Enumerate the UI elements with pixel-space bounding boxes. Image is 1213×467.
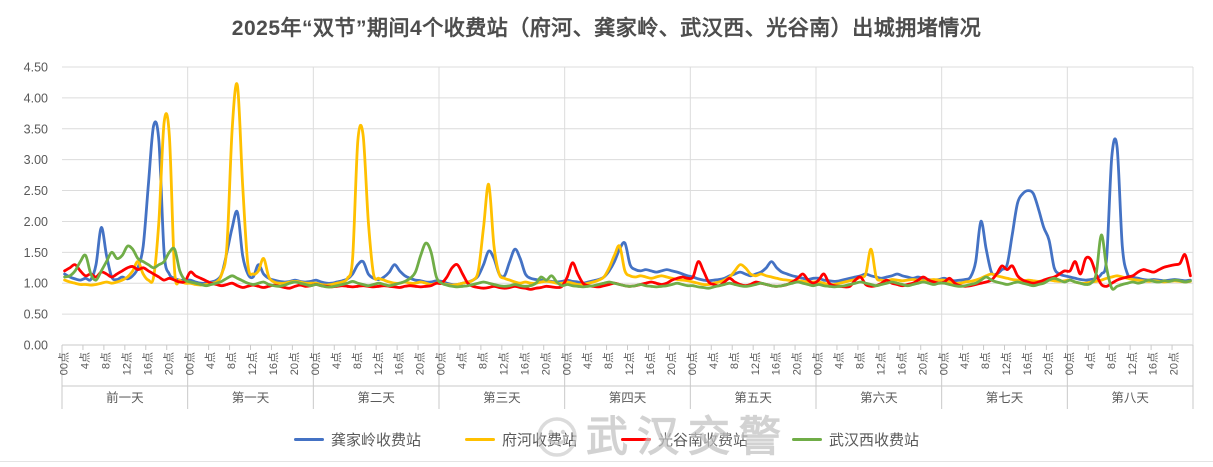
hour-tick-label: 8点	[351, 352, 364, 369]
hour-tick-label: 20点	[1168, 352, 1181, 375]
hour-tick-label: 4点	[707, 352, 720, 369]
day-group-label: 前一天	[106, 390, 144, 405]
hour-tick-label: 20点	[916, 352, 929, 375]
hour-tick-label: 00点	[560, 352, 573, 375]
series-line-武汉西收费站	[63, 233, 1192, 291]
hour-tick-label: 8点	[100, 352, 113, 369]
chart-title: 2025年“双节”期间4个收费站（府河、龚家岭、武汉西、光谷南）出城拥堵情况	[231, 17, 982, 40]
hour-tick-label: 8点	[979, 352, 992, 369]
hour-tick-label: 20点	[1042, 352, 1055, 375]
hour-tick-label: 16点	[518, 352, 531, 375]
legend-line-swatch	[792, 437, 823, 442]
y-axis-tick-label: 4.00	[24, 91, 48, 105]
hour-tick-label: 8点	[225, 352, 238, 369]
series-lines	[63, 82, 1192, 291]
hour-tick-label: 16点	[1021, 352, 1034, 375]
bottom-divider	[0, 461, 1213, 462]
hour-tick-label: 4点	[1084, 352, 1097, 369]
hour-tick-label: 00点	[435, 352, 448, 375]
hour-tick-label: 00点	[937, 352, 950, 375]
legend-line-swatch	[464, 437, 495, 442]
y-axis-tick-label: 3.50	[24, 122, 48, 136]
legend-label: 府河收费站	[501, 432, 577, 449]
day-group-label: 第五天	[734, 391, 772, 405]
series-line-龚家岭收费站	[63, 120, 1192, 287]
day-group-label: 第三天	[483, 391, 521, 405]
hour-tick-label: 00点	[812, 352, 825, 375]
hour-tick-label: 8点	[854, 352, 867, 369]
hour-tick-label: 12点	[749, 352, 762, 375]
hour-tick-label: 8点	[728, 352, 741, 369]
legend-item: 光谷南收费站	[621, 429, 748, 450]
hour-tick-label: 20点	[539, 352, 552, 375]
hour-tick-label: 12点	[372, 352, 385, 375]
hour-tick-label: 12点	[120, 352, 133, 375]
hour-tick-label: 00点	[309, 352, 322, 375]
y-axis-tick-label: 0.00	[24, 339, 48, 353]
hour-tick-label: 16点	[1147, 352, 1160, 375]
chart-legend: 龚家岭收费站 府河收费站 光谷南收费站 武汉西收费站	[0, 429, 1213, 450]
day-group-label: 第二天	[357, 391, 395, 405]
day-group-label: 第七天	[986, 391, 1024, 405]
hour-tick-label: 12点	[497, 352, 510, 375]
y-axis-tick-label: 1.00	[24, 277, 48, 291]
hour-tick-label: 16点	[393, 352, 406, 375]
hour-tick-label: 00点	[1063, 352, 1076, 375]
hour-tick-label: 8点	[602, 352, 615, 369]
hour-tick-label: 4点	[456, 352, 469, 369]
hour-tick-label: 8点	[1105, 352, 1118, 369]
hour-tick-label: 4点	[581, 352, 594, 369]
hour-tick-label: 20点	[665, 352, 678, 375]
legend-label: 龚家岭收费站	[330, 432, 421, 449]
hour-tick-label: 8点	[477, 352, 490, 369]
hour-tick-label: 4点	[204, 352, 217, 369]
y-axis-tick-label: 2.00	[24, 215, 48, 229]
legend-line-swatch	[621, 437, 651, 442]
hour-tick-label: 12点	[623, 352, 636, 375]
legend-item: 龚家岭收费站	[293, 429, 421, 450]
hour-tick-label: 4点	[958, 352, 971, 369]
legend-item: 武汉西收费站	[792, 429, 919, 450]
hour-tick-label: 16点	[141, 352, 154, 375]
y-axis-tick-label: 4.50	[24, 61, 48, 75]
hour-tick-label: 4点	[833, 352, 846, 369]
day-group-label: 第六天	[860, 391, 898, 405]
hour-tick-label: 00点	[183, 352, 196, 375]
hour-tick-label: 12点	[1000, 352, 1013, 375]
hour-tick-label: 4点	[330, 352, 343, 369]
hour-tick-label: 12点	[246, 352, 259, 375]
day-group-label: 第八天	[1111, 391, 1149, 405]
hour-tick-label: 00点	[58, 352, 71, 375]
hour-tick-label: 16点	[770, 352, 783, 375]
series-line-府河收费站	[63, 82, 1192, 287]
day-group-label: 第一天	[232, 391, 270, 405]
hour-tick-label: 16点	[267, 352, 280, 375]
hour-tick-label: 12点	[874, 352, 887, 375]
day-group-label: 第四天	[609, 391, 647, 405]
hour-tick-label: 16点	[895, 352, 908, 375]
hour-tick-label: 00点	[686, 352, 699, 375]
hour-tick-label: 12点	[1126, 352, 1139, 375]
y-axis-tick-label: 0.50	[24, 308, 48, 322]
hour-tick-label: 20点	[288, 352, 301, 375]
y-axis-tick-label: 1.50	[24, 246, 48, 260]
y-axis-tick-label: 3.00	[24, 153, 48, 167]
hour-tick-label: 4点	[79, 352, 92, 369]
hour-tick-label: 20点	[791, 352, 804, 375]
y-axis-tick-label: 2.50	[24, 184, 48, 198]
legend-label: 光谷南收费站	[658, 432, 749, 449]
hour-tick-label: 16点	[644, 352, 657, 375]
legend-item: 府河收费站	[464, 429, 577, 450]
legend-line-swatch	[293, 437, 324, 442]
legend-label: 武汉西收费站	[829, 432, 920, 449]
hour-tick-label: 20点	[414, 352, 427, 375]
hour-tick-label: 20点	[162, 352, 175, 375]
